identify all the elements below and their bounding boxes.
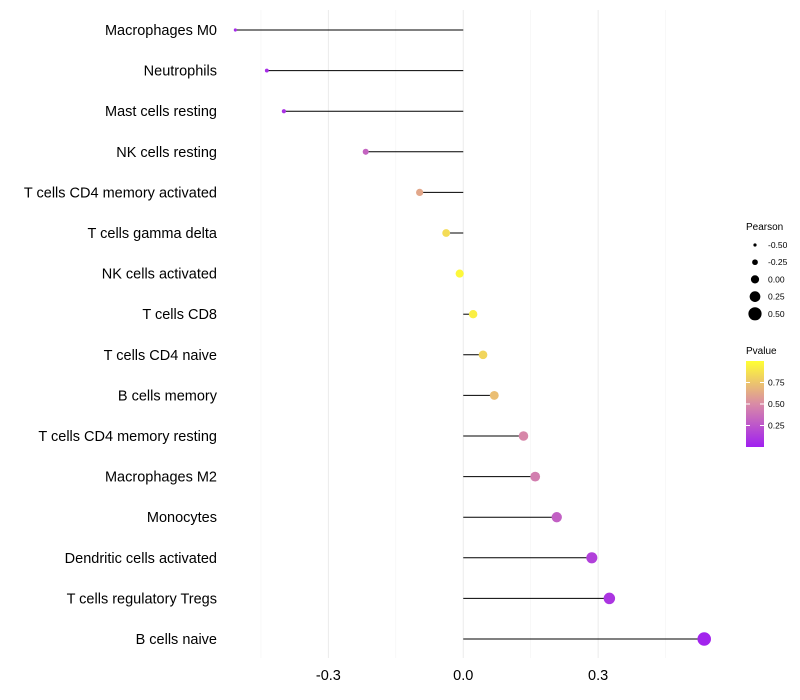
point-neutrophils — [264, 68, 269, 73]
y-label-macrophages-m2: Macrophages M2 — [105, 470, 217, 486]
point-t-cells-gamma-delta — [442, 229, 451, 237]
pvalue-colorbar — [746, 361, 764, 447]
size-legend-label: 0.50 — [768, 309, 785, 319]
y-label-t-cells-cd8: T cells CD8 — [142, 307, 217, 323]
point-macrophages-m0 — [233, 28, 237, 32]
lollipop-points — [233, 28, 711, 646]
point-nk-cells-resting — [362, 148, 369, 155]
lollipop-stems — [235, 29, 705, 640]
x-tick-label: 0.0 — [453, 668, 473, 684]
point-nk-cells-activated — [455, 269, 464, 278]
size-legend-key — [753, 243, 757, 247]
color-legend-label: 0.75 — [768, 378, 785, 388]
y-label-b-cells-naive: B cells naive — [136, 632, 217, 648]
pearson-legend-title: Pearson — [746, 222, 783, 233]
point-monocytes — [551, 512, 562, 523]
point-mast-cells-resting — [281, 109, 286, 114]
y-label-monocytes: Monocytes — [147, 510, 217, 526]
y-axis-labels: Macrophages M0 Neutrophils Mast cells rest… — [24, 23, 218, 648]
y-label-t-cells-cd4-memory-activated: T cells CD4 memory activated — [24, 185, 217, 201]
size-legend-key — [752, 259, 758, 266]
point-t-cells-cd4-memory-resting — [518, 431, 529, 441]
y-label-macrophages-m0: Macrophages M0 — [105, 23, 217, 39]
x-axis-ticks: -0.3 0.0 0.3 — [316, 668, 608, 684]
size-legend-key — [748, 307, 762, 321]
size-legend-key — [750, 275, 760, 284]
point-t-cells-cd4-memory-activated — [416, 188, 424, 197]
y-label-nk-cells-resting: NK cells resting — [116, 145, 217, 161]
size-legend-label: -0.25 — [768, 257, 788, 267]
size-legend-key — [749, 291, 761, 302]
size-legend-label: 0.00 — [768, 274, 785, 284]
point-macrophages-m2 — [530, 471, 541, 482]
y-label-nk-cells-activated: NK cells activated — [102, 267, 217, 283]
pvalue-color-legend: Pvalue 0.25 0.50 0.75 — [746, 346, 785, 447]
y-label-dendritic-cells-activated: Dendritic cells activated — [65, 551, 217, 567]
grid-lines — [260, 10, 666, 658]
y-label-t-cells-cd4-memory-resting: T cells CD4 memory resting — [38, 429, 217, 445]
y-label-neutrophils: Neutrophils — [144, 64, 217, 80]
size-legend-label: -0.50 — [768, 240, 788, 250]
point-dendritic-cells-activated — [586, 552, 598, 564]
size-legend-label: 0.25 — [768, 292, 785, 302]
y-label-t-cells-regulatory-tregs: T cells regulatory Tregs — [67, 591, 217, 607]
point-b-cells-memory — [489, 390, 499, 400]
color-legend-label: 0.25 — [768, 421, 785, 431]
y-label-b-cells-memory: B cells memory — [118, 388, 218, 404]
pearson-size-legend: Pearson -0.50 -0.25 0.00 0.25 0.50 — [746, 222, 788, 321]
x-tick-label: -0.3 — [316, 668, 341, 684]
color-legend-label: 0.50 — [768, 399, 785, 409]
point-t-cells-cd8 — [468, 309, 478, 319]
y-label-t-cells-cd4-naive: T cells CD4 naive — [104, 348, 217, 364]
point-t-cells-regulatory-tregs — [603, 592, 616, 605]
point-b-cells-naive — [697, 632, 711, 646]
point-t-cells-cd4-naive — [478, 350, 488, 360]
pvalue-legend-title: Pvalue — [746, 346, 777, 357]
x-tick-label: 0.3 — [588, 668, 608, 684]
y-label-mast-cells-resting: Mast cells resting — [105, 104, 217, 120]
y-label-t-cells-gamma-delta: T cells gamma delta — [88, 226, 218, 242]
